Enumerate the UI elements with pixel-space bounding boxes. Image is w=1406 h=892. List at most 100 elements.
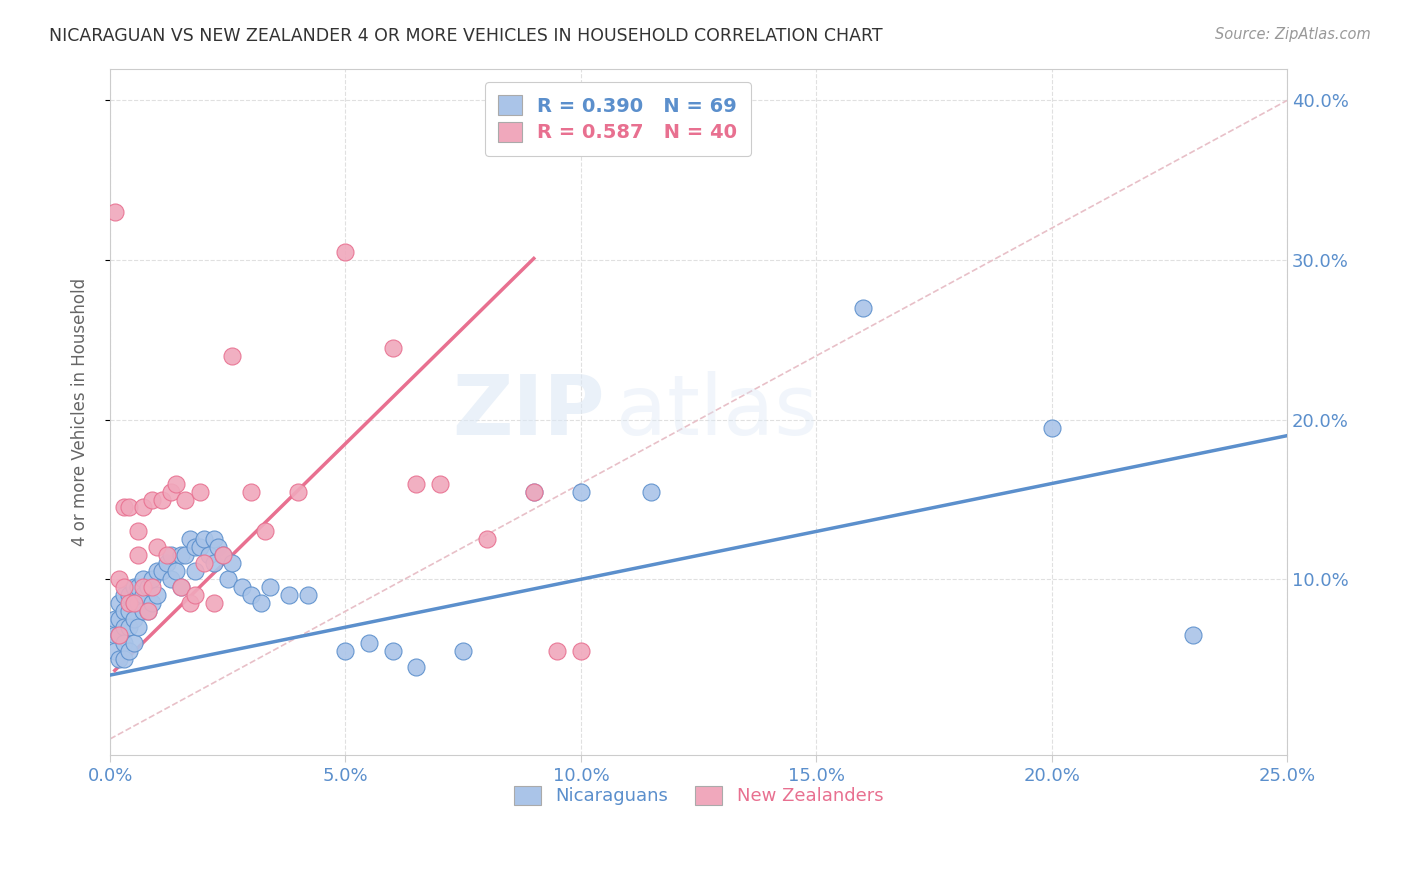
Text: NICARAGUAN VS NEW ZEALANDER 4 OR MORE VEHICLES IN HOUSEHOLD CORRELATION CHART: NICARAGUAN VS NEW ZEALANDER 4 OR MORE VE… [49,27,883,45]
Point [179,533,201,547]
Point [165,565,187,579]
Point [141,572,163,586]
Point [141,596,163,610]
Point [188,541,211,555]
Point [108,628,131,642]
Point [127,620,149,634]
Point [217,572,239,586]
Y-axis label: 4 or more Vehicles in Household: 4 or more Vehicles in Household [72,277,89,546]
Point [523,484,546,499]
Point [259,580,281,594]
Point [127,549,149,563]
Point [451,644,474,658]
Point [202,596,225,610]
Point [405,660,427,674]
Point [202,533,225,547]
Point [852,301,875,315]
Point [112,636,135,650]
Point [1181,628,1204,642]
Point [118,588,141,602]
Point [118,500,141,515]
Point [122,596,145,610]
Point [112,620,135,634]
Point [122,596,145,610]
Point [108,652,131,666]
Text: Source: ZipAtlas.com: Source: ZipAtlas.com [1215,27,1371,42]
Point [160,549,183,563]
Point [569,644,592,658]
Point [127,524,149,539]
Point [112,500,135,515]
Point [118,604,141,618]
Point [132,588,155,602]
Point [108,612,131,626]
Point [254,524,277,539]
Point [335,245,357,260]
Point [132,500,155,515]
Point [221,349,243,363]
Point [118,620,141,634]
Point [170,549,193,563]
Point [429,476,451,491]
Point [475,533,498,547]
Point [231,580,253,594]
Point [193,557,215,571]
Point [122,636,145,650]
Point [381,644,404,658]
Point [155,557,177,571]
Point [179,596,201,610]
Point [136,580,159,594]
Point [160,484,183,499]
Point [146,565,169,579]
Point [141,580,163,594]
Point [118,596,141,610]
Point [132,572,155,586]
Point [136,604,159,618]
Point [104,205,127,219]
Point [118,644,141,658]
Point [287,484,309,499]
Point [132,580,155,594]
Point [108,572,131,586]
Point [104,628,127,642]
Point [170,580,193,594]
Point [150,565,173,579]
Point [170,580,193,594]
Point [381,341,404,355]
Point [112,580,135,594]
Point [160,572,183,586]
Point [146,588,169,602]
Legend: Nicaraguans, New Zealanders: Nicaraguans, New Zealanders [505,777,893,814]
Point [249,596,271,610]
Point [112,652,135,666]
Point [297,588,319,602]
Point [184,541,207,555]
Point [198,549,221,563]
Point [112,588,135,602]
Point [104,644,127,658]
Point [141,492,163,507]
Point [155,549,177,563]
Point [1040,420,1063,434]
Point [184,565,207,579]
Point [132,604,155,618]
Point [546,644,568,658]
Point [569,484,592,499]
Point [184,588,207,602]
Point [405,476,427,491]
Point [104,612,127,626]
Point [174,549,197,563]
Point [212,549,235,563]
Point [357,636,380,650]
Point [335,644,357,658]
Point [278,588,301,602]
Point [112,604,135,618]
Point [212,549,235,563]
Point [240,484,263,499]
Point [640,484,662,499]
Point [127,596,149,610]
Point [202,557,225,571]
Point [108,628,131,642]
Point [165,476,187,491]
Point [240,588,263,602]
